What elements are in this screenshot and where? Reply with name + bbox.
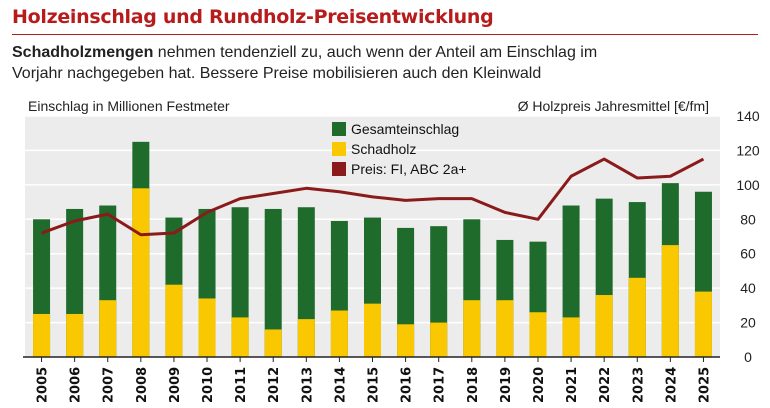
title-rule <box>12 34 758 35</box>
chart-subtitle: Schadholzmengen nehmen tendenziell zu, a… <box>12 42 752 84</box>
subtitle-line2: Vorjahr nachgegeben hat. Bessere Preise … <box>12 65 542 82</box>
bar-schadholz <box>264 329 282 357</box>
bar-schadholz <box>231 317 249 357</box>
right-tick-label: 140 <box>736 108 760 124</box>
x-tick-label: 2019 <box>499 367 514 403</box>
x-tick-label: 2025 <box>697 367 712 403</box>
bar-schadholz <box>694 291 712 357</box>
bar-schadholz <box>661 245 679 357</box>
x-tick-label: 2017 <box>433 367 448 403</box>
bar-gesamteinschlag <box>264 208 282 357</box>
right-tick-label: 80 <box>740 211 756 227</box>
chart-title: Holzeinschlag und Rundholz-Preisentwickl… <box>12 6 494 28</box>
bar-schadholz <box>397 324 415 357</box>
bar-schadholz <box>430 322 448 357</box>
bar-schadholz <box>33 313 51 357</box>
subtitle-bold: Schadholzmengen <box>12 44 154 61</box>
x-tick-label: 2016 <box>400 367 415 403</box>
subtitle-line1: nehmen tendenziell zu, auch wenn der Ant… <box>153 44 598 61</box>
bar-schadholz <box>297 319 315 357</box>
bar-schadholz <box>364 303 381 357</box>
right-tick-label: 60 <box>740 246 756 262</box>
bar-schadholz <box>99 300 117 357</box>
bar-schadholz <box>132 188 150 357</box>
x-tick-label: 2005 <box>36 367 51 403</box>
x-tick-label: 2008 <box>135 367 150 403</box>
right-tick-label: 0 <box>744 349 752 365</box>
bar-schadholz <box>463 300 481 357</box>
legend-swatch <box>332 142 346 156</box>
x-tick-label: 2007 <box>102 367 117 403</box>
x-tick-label: 2023 <box>631 367 646 403</box>
x-tick-label: 2022 <box>598 367 613 403</box>
right-tick-label: 20 <box>740 315 756 331</box>
right-tick-label: 120 <box>736 142 760 158</box>
x-tick-label: 2015 <box>367 367 382 403</box>
x-tick-label: 2020 <box>532 367 547 403</box>
x-tick-label: 2021 <box>565 367 580 403</box>
bar-schadholz <box>562 317 580 357</box>
x-tick-label: 2018 <box>466 367 481 403</box>
bar-schadholz <box>529 312 547 357</box>
legend-swatch <box>332 122 346 136</box>
bar-schadholz <box>330 310 348 357</box>
x-tick-label: 2010 <box>201 367 216 403</box>
bar-schadholz <box>66 313 84 357</box>
x-tick-label: 2011 <box>234 367 249 403</box>
bar-schadholz <box>628 277 646 357</box>
legend-label: Preis: FI, ABC 2a+ <box>351 161 467 177</box>
legend-swatch <box>332 162 346 176</box>
x-tick-label: 2009 <box>168 367 183 403</box>
legend-label: Schadholz <box>351 141 416 157</box>
legend-label: Gesamteinschlag <box>351 121 459 137</box>
ylabel-left: Einschlag in Millionen Festmeter <box>28 98 230 114</box>
ylabel-right: Ø Holzpreis Jahresmittel [€/fm] <box>518 98 709 114</box>
bar-schadholz <box>198 298 216 357</box>
x-tick-label: 2006 <box>69 367 84 403</box>
bar-schadholz <box>165 284 183 357</box>
x-tick-label: 2024 <box>664 367 679 403</box>
x-tick-label: 2014 <box>333 367 348 403</box>
bar-schadholz <box>496 300 514 357</box>
right-tick-label: 40 <box>740 280 756 296</box>
bar-schadholz <box>595 295 613 357</box>
x-tick-label: 2013 <box>300 367 315 403</box>
x-tick-label: 2012 <box>267 367 282 403</box>
right-tick-label: 100 <box>736 177 760 193</box>
